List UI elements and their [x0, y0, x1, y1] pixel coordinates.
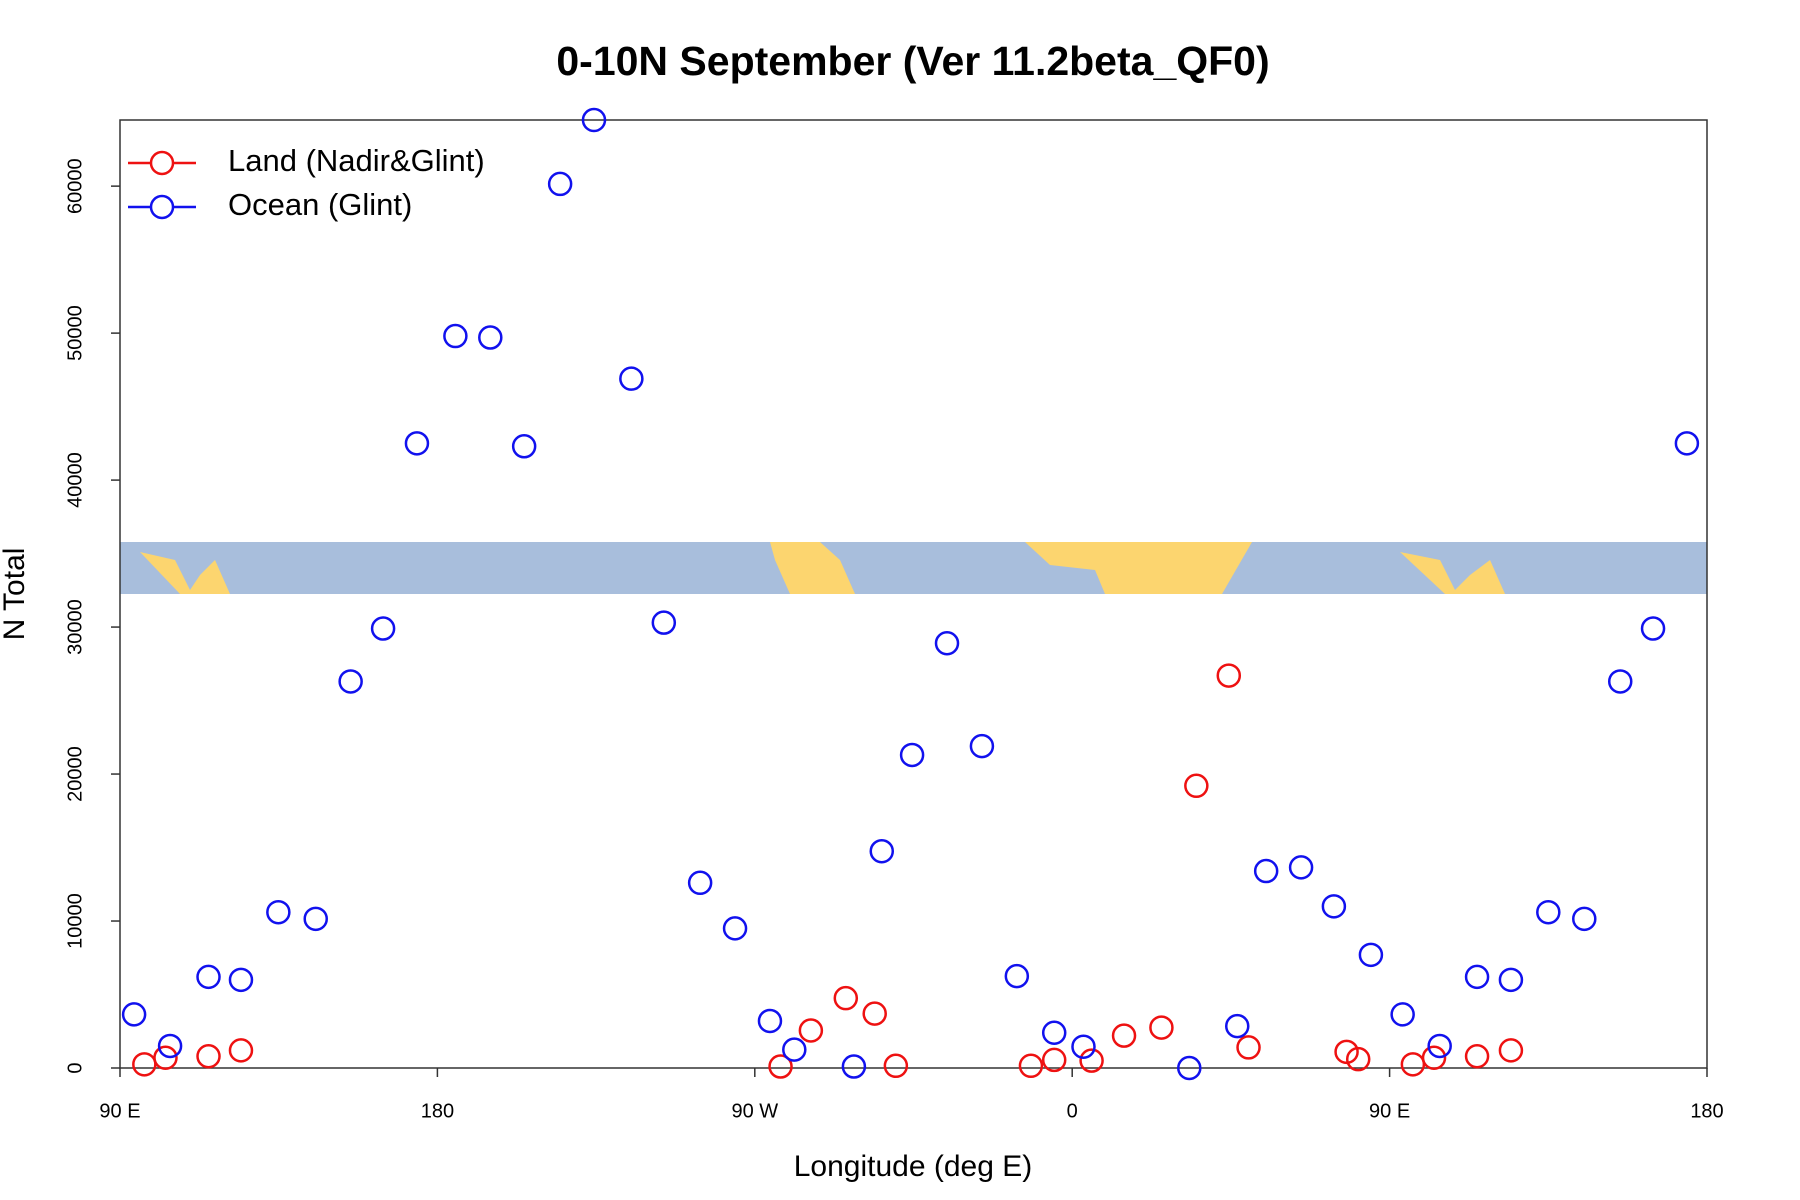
point	[1390, 1002, 1415, 1027]
legend-label: Land (Nadir&Glint)	[228, 143, 485, 178]
point	[1464, 964, 1490, 990]
point	[404, 431, 430, 456]
point	[1345, 1046, 1371, 1072]
y-tick-label: 0	[64, 1062, 86, 1073]
point	[833, 985, 859, 1011]
point	[370, 616, 396, 641]
x-tick-label: 0	[1067, 1100, 1078, 1122]
point	[581, 107, 607, 133]
point	[1184, 773, 1209, 799]
point	[478, 325, 503, 350]
y-tick-label: 50000	[64, 305, 86, 361]
point	[157, 1033, 183, 1059]
x-tick-label: 180	[421, 1100, 454, 1122]
point	[757, 1008, 783, 1034]
y-tick-label: 20000	[64, 746, 86, 802]
point	[619, 366, 644, 391]
point	[121, 1002, 147, 1027]
y-tick-label: 40000	[64, 452, 86, 508]
point	[798, 1018, 824, 1043]
point	[338, 669, 363, 694]
point	[1236, 1035, 1261, 1060]
point	[969, 733, 995, 759]
point	[1572, 906, 1597, 932]
point	[1536, 899, 1561, 925]
point	[303, 906, 328, 932]
point	[1464, 1043, 1490, 1069]
point	[1018, 1053, 1044, 1079]
point	[443, 323, 468, 349]
point	[1640, 616, 1666, 641]
point	[687, 870, 713, 896]
point	[1321, 894, 1347, 919]
point	[1288, 855, 1314, 880]
legend-label: Ocean (Glint)	[228, 187, 412, 222]
x-tick-label: 90 E	[1369, 1100, 1410, 1122]
x-tick-label: 90 W	[731, 1100, 778, 1122]
point	[782, 1037, 807, 1062]
point	[651, 610, 677, 635]
x-tick-label: 90 E	[99, 1100, 140, 1122]
point	[196, 964, 221, 990]
legend-marker	[149, 150, 175, 176]
point	[1004, 963, 1030, 989]
point	[1607, 669, 1633, 694]
point	[869, 838, 895, 864]
point	[1400, 1052, 1426, 1077]
point	[1427, 1033, 1452, 1059]
point	[1041, 1020, 1067, 1045]
x-tick-label: 180	[1690, 1100, 1723, 1122]
point	[1358, 942, 1384, 968]
plot-box	[119, 119, 1708, 1069]
point	[934, 630, 960, 656]
point	[1498, 967, 1524, 993]
point	[899, 742, 925, 768]
point	[1071, 1034, 1096, 1059]
point	[1674, 431, 1700, 456]
chart-title: 0-10N September (Ver 11.2beta_QF0)	[556, 38, 1269, 84]
point	[547, 171, 573, 197]
point	[228, 967, 254, 993]
point	[1224, 1013, 1250, 1039]
point	[1079, 1048, 1104, 1073]
legend-marker	[149, 194, 175, 220]
x-axis-label: Longitude (deg E)	[794, 1150, 1033, 1183]
point	[1149, 1015, 1174, 1040]
point	[228, 1038, 254, 1063]
point	[1421, 1045, 1447, 1070]
point	[1041, 1047, 1067, 1073]
point	[1253, 858, 1279, 884]
y-tick-label: 10000	[64, 893, 86, 949]
point	[511, 434, 537, 459]
point	[132, 1052, 157, 1077]
point	[1498, 1038, 1524, 1063]
point	[768, 1054, 793, 1079]
point	[266, 899, 291, 925]
map-strip	[120, 542, 1707, 594]
y-axis-label: N Total	[0, 548, 31, 641]
point	[722, 916, 748, 941]
y-tick-label: 60000	[64, 158, 86, 214]
point	[1111, 1023, 1137, 1048]
point	[883, 1053, 909, 1079]
point	[1177, 1055, 1202, 1081]
point	[862, 1001, 887, 1026]
point	[196, 1043, 221, 1069]
point	[1216, 663, 1242, 688]
y-tick-label: 30000	[64, 599, 86, 655]
point	[153, 1045, 178, 1070]
point	[841, 1054, 867, 1079]
